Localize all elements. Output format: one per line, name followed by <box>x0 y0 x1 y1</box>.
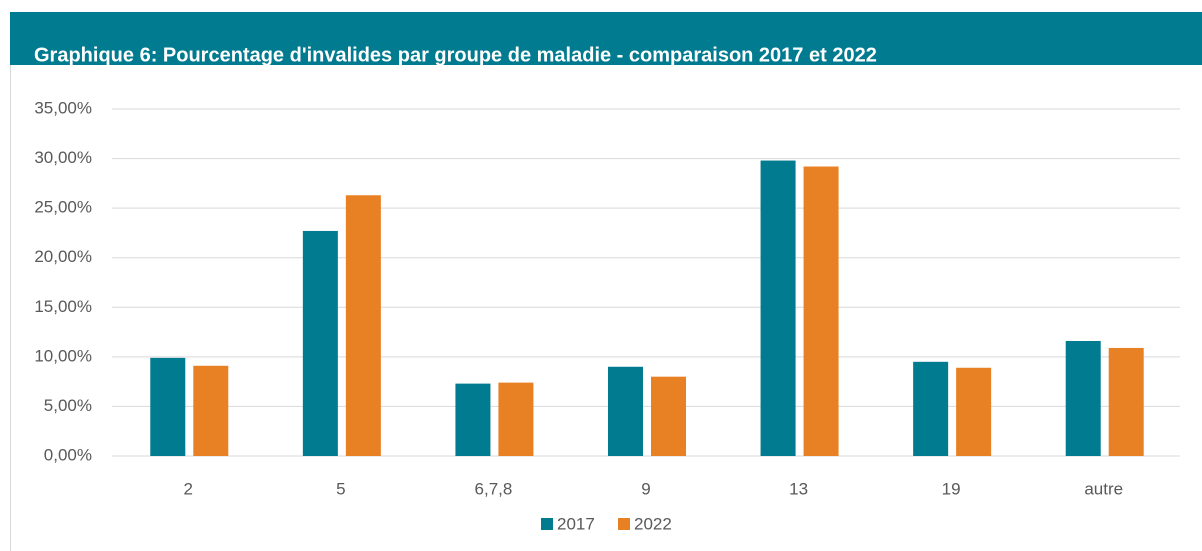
bar <box>956 367 992 456</box>
x-tick-label: 13 <box>789 479 808 498</box>
bar <box>760 160 796 456</box>
bar <box>608 366 643 456</box>
title-bar <box>10 12 1202 65</box>
legend-label: 2022 <box>634 514 672 533</box>
y-tick-label: 35,00% <box>34 98 92 117</box>
chart-title: Graphique 6: Pourcentage d'invalides par… <box>34 44 877 66</box>
y-tick-label: 15,00% <box>34 297 92 316</box>
y-tick-label: 5,00% <box>44 396 92 415</box>
x-tick-label: 2 <box>184 479 193 498</box>
bar <box>1108 347 1144 456</box>
x-tick-label: 19 <box>942 479 961 498</box>
y-tick-label: 0,00% <box>44 445 92 464</box>
x-tick-label: 6,7,8 <box>475 479 513 498</box>
y-tick-label: 25,00% <box>34 198 92 217</box>
bar <box>345 195 381 457</box>
legend-label: 2017 <box>557 514 595 533</box>
y-tick-label: 10,00% <box>34 346 92 365</box>
y-tick-label: 30,00% <box>34 148 92 167</box>
x-tick-label: autre <box>1084 479 1123 498</box>
y-tick-label: 20,00% <box>34 247 92 266</box>
bar <box>651 376 686 456</box>
bar <box>455 383 491 456</box>
bar <box>193 365 229 456</box>
legend-swatch <box>618 518 630 530</box>
x-tick-label: 5 <box>336 479 345 498</box>
bar <box>803 166 839 456</box>
bar <box>150 357 186 456</box>
x-tick-label: 9 <box>641 479 650 498</box>
bar <box>498 382 534 456</box>
bar <box>913 361 949 456</box>
bar <box>1065 340 1101 456</box>
legend-swatch <box>541 518 553 530</box>
bar <box>302 230 338 456</box>
